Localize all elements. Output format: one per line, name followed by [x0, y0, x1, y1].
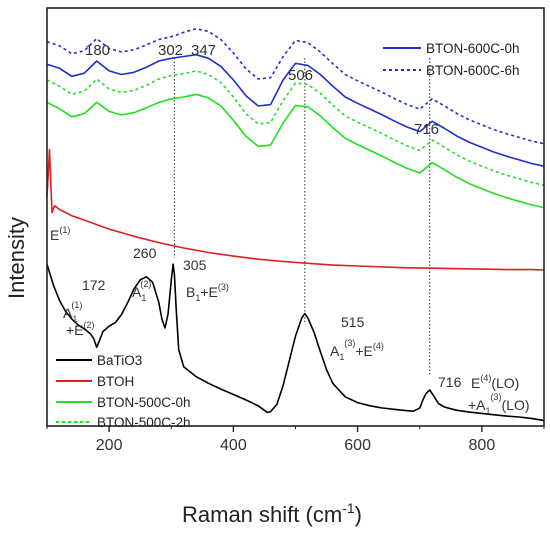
- series-line-bton-600c-6h: [46, 27, 545, 145]
- peak-label-515: 515: [341, 314, 365, 330]
- label-a13-e4: A1(3)+E(4): [330, 338, 384, 362]
- series-layer: [46, 27, 545, 422]
- legend-label-batio3: BaTiO3: [97, 353, 142, 368]
- legend-label-500c-0h: BTON-500C-0h: [97, 395, 191, 410]
- peak-label-260: 260: [133, 245, 157, 261]
- legend-label-btoh: BTOH: [97, 374, 134, 389]
- x-tick-label-600: 600: [344, 437, 371, 454]
- y-axis-title: Intensity: [4, 217, 29, 299]
- label-e1: E(1): [50, 225, 70, 243]
- label-a1-e2: A1(1): [63, 300, 82, 324]
- label-a14-lo: +A1(3)(LO): [468, 392, 530, 416]
- peak-label-305: 305: [183, 257, 207, 273]
- x-tick-label-400: 400: [220, 437, 247, 454]
- peak-label-180: 180: [85, 42, 110, 59]
- label-plus-e2: +E(2): [66, 320, 95, 338]
- legend-top-right: BTON-600C-0h BTON-600C-6h: [383, 41, 520, 78]
- x-tick-label-200: 200: [96, 437, 123, 454]
- x-axis-title: Raman shift (cm-1): [182, 500, 362, 527]
- legend-bottom-left: BaTiO3 BTOH BTON-500C-0h BTON-500C-2h: [56, 353, 191, 430]
- reference-lines: [173, 58, 431, 374]
- label-a1-2: A1(2): [132, 279, 151, 303]
- series-line-bton-600c-0h: [46, 53, 545, 167]
- peak-label-716: 716: [414, 121, 439, 138]
- series-line-btoh: [46, 148, 545, 271]
- series-line-bton-500c-0h: [46, 93, 545, 209]
- legend-label-600c-0h: BTON-600C-0h: [426, 41, 520, 56]
- x-tick-label-800: 800: [469, 437, 496, 454]
- peak-label-716-bottom: 716: [438, 374, 462, 390]
- series-line-batio3: [46, 263, 545, 422]
- series-line-bton-500c-2h: [46, 70, 545, 186]
- label-e4-lo: E(4)(LO): [471, 373, 519, 391]
- bottom-peak-labels: E(1) 172 A1(1) +E(2) 260 A1(2) 305 B1+E(…: [50, 225, 530, 416]
- legend-label-500c-2h: BTON-500C-2h: [97, 415, 191, 430]
- peak-label-302: 302: [158, 42, 183, 59]
- x-axis-ticks: 200 400 600 800: [46, 426, 545, 454]
- label-b1-e3: B1+E(3): [186, 282, 229, 303]
- legend-label-600c-6h: BTON-600C-6h: [426, 63, 520, 78]
- peak-label-172: 172: [82, 277, 106, 293]
- peak-label-347: 347: [191, 42, 216, 59]
- top-peak-labels: 180 302 347 506 716: [85, 42, 439, 138]
- peak-label-506: 506: [288, 67, 313, 84]
